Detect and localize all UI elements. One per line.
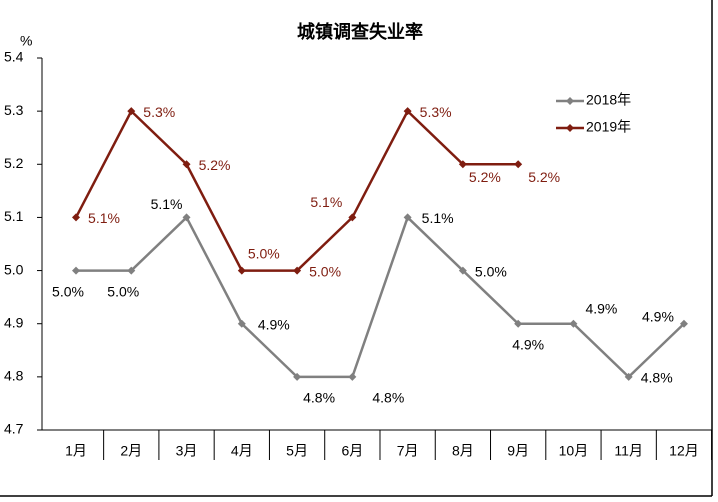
legend-marker	[566, 97, 574, 105]
marker	[127, 107, 136, 116]
y-tick-label: 5.1	[4, 208, 24, 224]
y-tick-label: 5.4	[4, 49, 24, 65]
marker	[624, 372, 633, 381]
marker	[72, 213, 80, 222]
data-label: 4.9%	[512, 336, 544, 352]
x-tick-label: 5月	[286, 443, 308, 459]
marker	[182, 213, 191, 222]
data-label: 5.0%	[309, 263, 341, 279]
marker	[514, 319, 523, 328]
x-tick-label: 6月	[341, 443, 363, 459]
data-label: 5.0%	[248, 245, 280, 261]
marker	[403, 107, 412, 116]
marker	[348, 372, 357, 381]
data-label: 5.0%	[52, 283, 84, 299]
chart-title: 城镇调查失业率	[297, 21, 423, 42]
y-tick-label: 4.9	[4, 314, 24, 330]
data-label: 5.1%	[422, 210, 454, 226]
data-label: 4.9%	[642, 308, 674, 324]
x-tick-label: 12月	[669, 443, 699, 459]
x-tick-label: 9月	[507, 443, 529, 459]
data-label: 5.0%	[107, 283, 139, 299]
x-tick-label: 2月	[120, 443, 142, 459]
y-tick-label: 5.3	[4, 102, 24, 118]
y-tick-label: 5.2	[4, 155, 24, 171]
data-label: 4.8%	[303, 390, 335, 406]
data-label: 5.1%	[310, 194, 342, 210]
legend-label: 2019年	[586, 119, 631, 135]
data-label: 4.9%	[258, 316, 290, 332]
x-tick-label: 3月	[176, 443, 198, 459]
data-label: 5.2%	[469, 169, 501, 185]
marker	[182, 160, 191, 169]
legend-label: 2018年	[586, 92, 631, 108]
marker	[514, 160, 523, 169]
data-label: 5.3%	[143, 104, 175, 120]
y-tick-label: 4.8	[4, 368, 24, 384]
x-tick-label: 1月	[65, 443, 87, 459]
marker	[348, 213, 357, 222]
data-label: 5.3%	[420, 104, 452, 120]
marker	[403, 213, 412, 222]
series-line	[76, 215, 685, 379]
x-tick-label: 7月	[397, 443, 419, 459]
legend-marker	[566, 124, 574, 132]
data-label: 5.1%	[151, 196, 183, 212]
x-tick-label: 8月	[452, 443, 474, 459]
marker	[293, 372, 302, 381]
marker	[237, 266, 246, 275]
x-tick-label: 10月	[559, 443, 589, 459]
marker	[458, 160, 467, 169]
x-tick-label: 11月	[614, 443, 643, 459]
y-tick-label: 4.7	[4, 421, 24, 437]
marker	[127, 266, 136, 275]
y-tick-label: 5.0	[4, 261, 24, 277]
marker	[569, 319, 578, 328]
marker	[237, 319, 246, 328]
data-label: 4.8%	[641, 370, 673, 386]
data-label: 5.2%	[528, 169, 560, 185]
data-label: 5.2%	[199, 157, 231, 173]
y-axis-label: %	[20, 33, 32, 49]
data-label: 4.9%	[585, 300, 617, 316]
data-label: 5.0%	[475, 263, 507, 279]
series-line	[74, 109, 519, 272]
marker	[72, 266, 80, 275]
x-tick-label: 4月	[231, 443, 253, 459]
data-label: 4.8%	[372, 390, 404, 406]
marker	[679, 319, 688, 328]
marker	[458, 266, 467, 275]
marker	[293, 266, 302, 275]
data-label: 5.1%	[88, 210, 120, 226]
